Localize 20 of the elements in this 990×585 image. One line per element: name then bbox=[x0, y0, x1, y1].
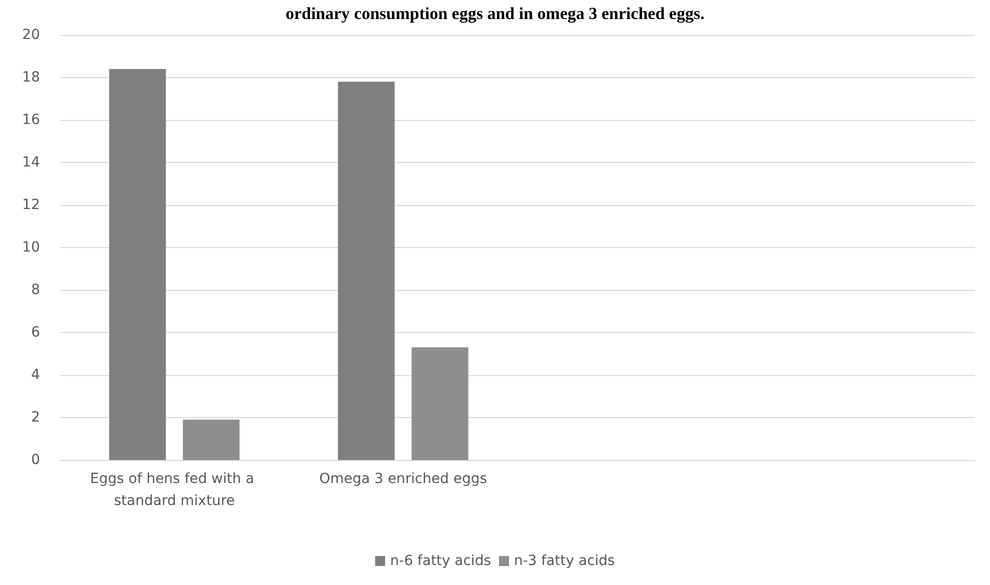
x-tick-label: Eggs of hens fed with a standard mixture bbox=[90, 471, 259, 509]
bar bbox=[412, 347, 468, 460]
y-tick-label: 6 bbox=[31, 324, 40, 340]
y-tick-label: 18 bbox=[22, 70, 40, 86]
bar bbox=[338, 82, 395, 460]
y-tick-label: 12 bbox=[22, 197, 40, 213]
y-tick-label: 4 bbox=[31, 367, 40, 383]
legend-label: n-6 fatty acids bbox=[390, 553, 492, 569]
y-tick-label: 2 bbox=[31, 410, 40, 426]
bar bbox=[182, 420, 240, 460]
chart-title: ordinary consumption eggs and in omega 3 enriched eggs. bbox=[286, 4, 704, 23]
y-tick-label: 16 bbox=[22, 112, 40, 128]
bar bbox=[109, 69, 166, 460]
y-tick-label: 8 bbox=[31, 282, 40, 298]
y-tick-label: 14 bbox=[22, 154, 40, 170]
y-tick-label: 10 bbox=[22, 240, 40, 256]
y-tick-label: 20 bbox=[22, 27, 40, 43]
x-tick-label: Omega 3 enriched eggs bbox=[319, 471, 488, 487]
y-tick-label: 0 bbox=[31, 452, 40, 468]
legend-label: n-3 fatty acids bbox=[514, 553, 615, 569]
